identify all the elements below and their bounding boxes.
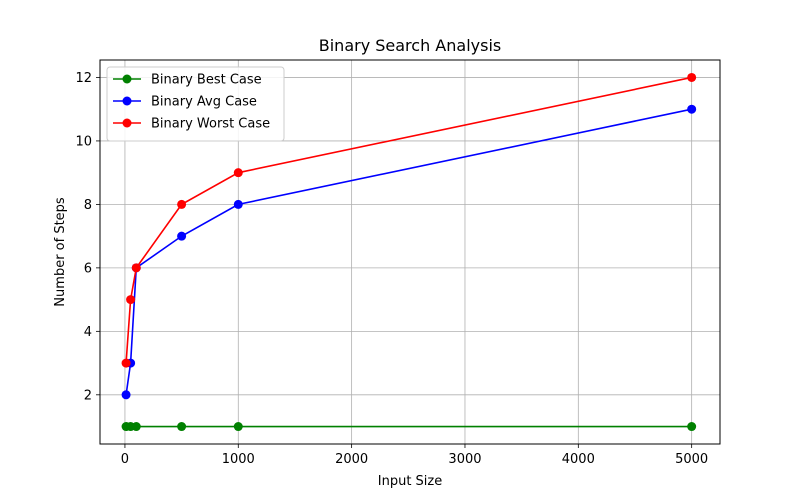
- y-tick-label: 12: [75, 71, 92, 86]
- data-point-binary-worst-case: [126, 295, 136, 305]
- data-point-binary-best-case: [233, 422, 243, 432]
- legend-label: Binary Best Case: [151, 73, 262, 88]
- legend-label: Binary Avg Case: [151, 95, 257, 110]
- data-point-binary-best-case: [687, 422, 697, 432]
- x-tick-label: 4000: [562, 452, 595, 467]
- legend-marker: [122, 118, 132, 128]
- x-tick-label: 2000: [335, 452, 368, 467]
- y-tick-label: 8: [84, 198, 92, 213]
- data-point-binary-worst-case: [121, 358, 131, 368]
- legend-item: Binary Best Case: [113, 73, 262, 88]
- x-axis-title: Input Size: [378, 474, 442, 489]
- x-tick-label: 3000: [448, 452, 481, 467]
- data-point-binary-worst-case: [177, 199, 187, 209]
- y-tick-label: 4: [84, 325, 92, 340]
- data-point-binary-worst-case: [131, 263, 141, 273]
- x-tick-label: 1000: [222, 452, 255, 467]
- data-point-binary-worst-case: [233, 168, 243, 178]
- x-tick-label: 5000: [675, 452, 708, 467]
- legend-box: [106, 66, 285, 142]
- series-layer: [121, 72, 697, 432]
- legend-label: Binary Worst Case: [151, 117, 270, 132]
- legend-marker: [122, 96, 132, 106]
- data-point-binary-best-case: [177, 422, 187, 432]
- tick-layer: 0 1000 2000 3000 4000 5000 2 4 6 8 10 12: [75, 71, 708, 467]
- y-tick-label: 10: [75, 134, 92, 149]
- x-tick-label: 0: [121, 452, 129, 467]
- series-line-binary-avg-case: [125, 108, 692, 395]
- data-point-binary-worst-case: [687, 72, 697, 82]
- series-binary-best-case: [121, 422, 697, 432]
- y-axis-title: Number of Steps: [53, 197, 68, 307]
- legend-marker: [122, 74, 132, 84]
- data-point-binary-best-case: [131, 422, 141, 432]
- data-point-binary-avg-case: [177, 231, 187, 241]
- grid-layer: [100, 60, 720, 444]
- data-point-binary-avg-case: [687, 104, 697, 114]
- legend-item: Binary Avg Case: [113, 95, 257, 110]
- series-binary-worst-case: [121, 72, 697, 368]
- data-point-binary-avg-case: [121, 390, 131, 400]
- data-point-binary-avg-case: [233, 199, 243, 209]
- plot-frame: [99, 59, 721, 445]
- y-tick-label: 2: [84, 388, 92, 403]
- series-line-binary-worst-case: [125, 76, 692, 364]
- chart-title: Binary Search Analysis: [319, 36, 501, 55]
- legend: Binary Best Case Binary Avg Case Binary Wo…: [106, 66, 285, 142]
- legend-item: Binary Worst Case: [113, 117, 270, 132]
- y-tick-label: 6: [84, 261, 92, 276]
